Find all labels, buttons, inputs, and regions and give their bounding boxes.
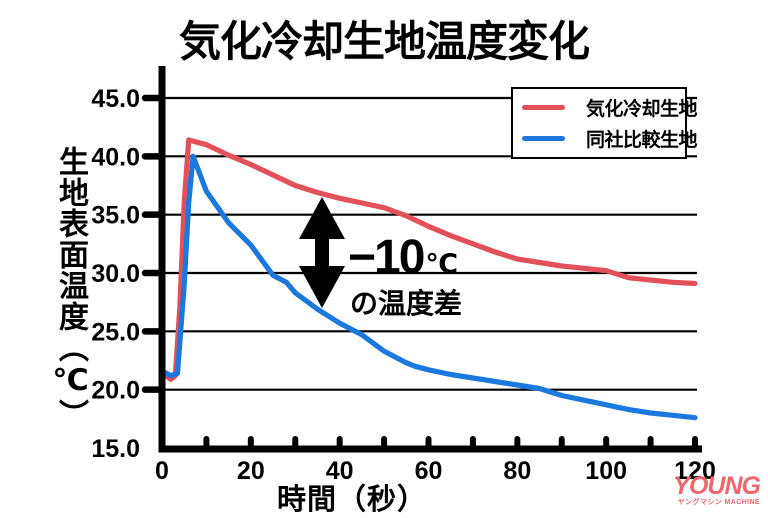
x-tick-label: 80	[503, 457, 531, 485]
y-tick-label: 30.0	[91, 260, 140, 288]
y-axis-title: 生地表面温度（℃）	[54, 146, 87, 430]
x-tick-label: 120	[674, 457, 716, 485]
y-tick-label: 25.0	[91, 318, 140, 346]
x-tick-label: 60	[415, 457, 443, 485]
y-tick-label: 45.0	[91, 85, 140, 113]
young-machine-logo: YOUNG ヤングマシン MACHINE	[660, 472, 761, 507]
legend-label: 気化冷却生地	[586, 99, 698, 121]
chart-title: 気化冷却生地温度変化	[178, 18, 590, 65]
series-line-red	[159, 137, 698, 382]
x-tick-label: 0	[155, 457, 169, 485]
x-tick-label: 40	[326, 457, 354, 485]
legend-item-comparison-fabric: 同社比較生地	[513, 125, 698, 152]
y-tick-label: 35.0	[91, 202, 140, 230]
blue-line-swatch-icon	[522, 135, 565, 141]
annotation-unit: ℃	[425, 249, 459, 279]
temperature-difference-value: −10℃	[348, 230, 458, 285]
x-axis-title: 時間（秒）	[277, 484, 428, 516]
y-tick-label: 15.0	[91, 435, 140, 463]
legend-label: 同社比較生地	[586, 129, 698, 151]
series-line-blue	[159, 153, 698, 421]
x-tick-label: 20	[237, 457, 265, 485]
annotation-number: −10	[348, 231, 425, 284]
double-vertical-arrow-icon	[299, 197, 345, 308]
x-tick-label: 100	[585, 457, 627, 485]
red-line-swatch-icon	[522, 105, 565, 111]
logo-sub-text: ヤングマシン MACHINE	[677, 499, 760, 506]
y-tick-label: 20.0	[91, 377, 140, 405]
y-tick-label: 40.0	[91, 143, 140, 171]
legend-box: 気化冷却生地 同社比較生地	[511, 87, 698, 159]
temperature-difference-caption: の温度差	[350, 288, 463, 319]
legend-item-cooling-fabric: 気化冷却生地	[513, 94, 698, 121]
logo-brand-text: YOUNG	[673, 472, 761, 500]
